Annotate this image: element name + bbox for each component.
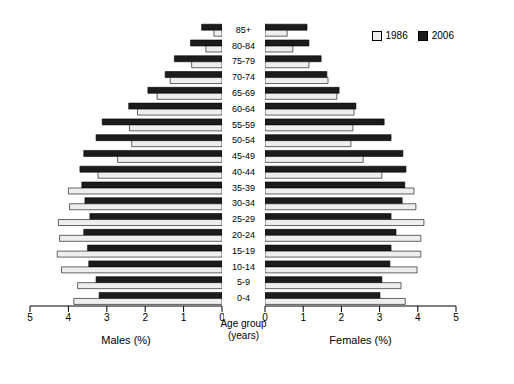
svg-text:60-64: 60-64 [232,104,255,114]
svg-text:20-24: 20-24 [232,230,255,240]
svg-text:25-29: 25-29 [232,214,255,224]
svg-text:4: 4 [415,312,421,323]
svg-text:70-74: 70-74 [232,72,255,82]
svg-text:5: 5 [453,312,459,323]
svg-text:40-44: 40-44 [232,167,255,177]
svg-text:0-4: 0-4 [237,293,250,303]
svg-text:1: 1 [181,312,187,323]
svg-text:5-9: 5-9 [237,277,250,287]
svg-text:2: 2 [142,312,148,323]
svg-text:10-14: 10-14 [232,262,255,272]
svg-text:2: 2 [339,312,345,323]
svg-text:1: 1 [300,312,306,323]
svg-text:45-49: 45-49 [232,151,255,161]
svg-text:35-39: 35-39 [232,183,255,193]
svg-text:3: 3 [104,312,110,323]
svg-text:50-54: 50-54 [232,135,255,145]
svg-text:80-84: 80-84 [232,41,255,51]
svg-text:75-79: 75-79 [232,56,255,66]
svg-text:3: 3 [377,312,383,323]
svg-text:55-59: 55-59 [232,120,255,130]
svg-text:65-69: 65-69 [232,88,255,98]
svg-text:30-34: 30-34 [232,198,255,208]
svg-text:5: 5 [27,312,33,323]
svg-text:4: 4 [66,312,72,323]
svg-text:85+: 85+ [236,25,251,35]
svg-text:15-19: 15-19 [232,246,255,256]
